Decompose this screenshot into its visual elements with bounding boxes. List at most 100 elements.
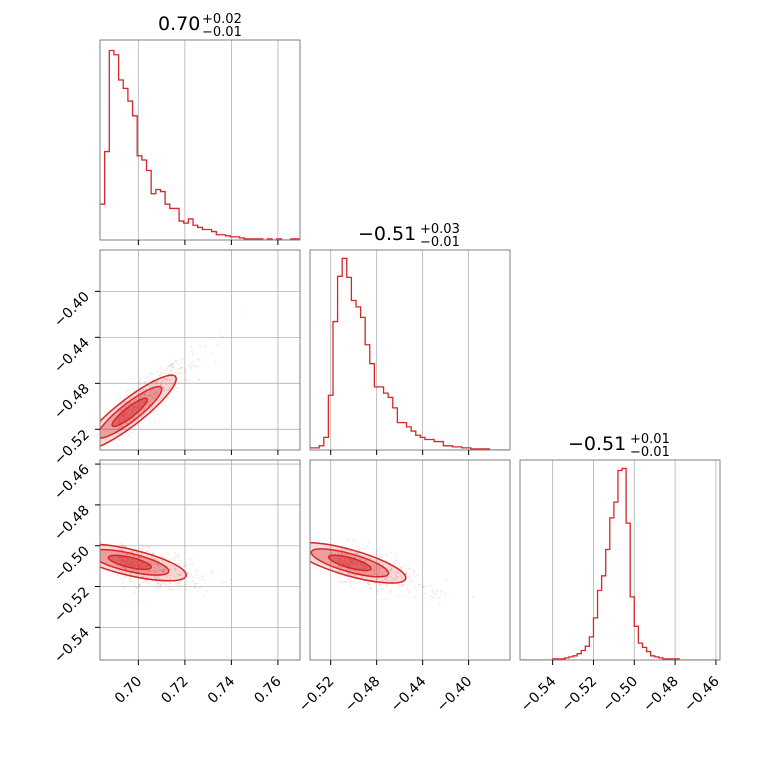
- scatter-point: [124, 405, 127, 408]
- scatter-point: [141, 575, 144, 578]
- scatter-point: [377, 566, 380, 569]
- x-tick-label: −0.46: [681, 673, 723, 715]
- scatter-point: [149, 569, 152, 572]
- scatter-point: [121, 576, 124, 579]
- scatter-point: [152, 569, 155, 572]
- scatter-point: [161, 386, 164, 389]
- scatter-point: [152, 383, 155, 386]
- scatter-point: [140, 383, 142, 386]
- scatter-point: [349, 581, 352, 584]
- scatter-point: [358, 548, 361, 550]
- scatter-point: [150, 394, 153, 397]
- scatter-point: [143, 408, 146, 410]
- scatter-point: [177, 563, 180, 565]
- scatter-point: [386, 554, 389, 557]
- scatter-point: [174, 570, 177, 572]
- scatter-point: [144, 381, 147, 384]
- scatter-point: [157, 563, 160, 566]
- density-contour: [107, 554, 152, 571]
- scatter-point: [418, 584, 421, 586]
- scatter-point: [132, 377, 135, 380]
- scatter-point: [368, 556, 371, 559]
- scatter-point: [345, 539, 348, 542]
- scatter-point: [337, 569, 340, 572]
- scatter-point: [201, 575, 204, 578]
- histogram-bar: [434, 442, 439, 450]
- scatter-point: [373, 569, 376, 571]
- scatter-point: [121, 552, 124, 555]
- scatter-point: [169, 578, 172, 581]
- scatter-point: [170, 564, 172, 567]
- scatter-point: [374, 572, 377, 575]
- scatter-point: [167, 387, 170, 390]
- histogram-bar: [411, 431, 416, 450]
- scatter-point: [351, 538, 354, 541]
- scatter-point: [436, 590, 438, 592]
- scatter-point: [143, 393, 146, 396]
- scatter-point: [124, 567, 127, 570]
- scatter-point: [145, 375, 148, 378]
- histogram-bar: [384, 393, 389, 450]
- scatter-point: [188, 379, 191, 382]
- scatter-point: [349, 580, 352, 583]
- scatter-point: [164, 562, 167, 565]
- y-tick-label: −0.54: [51, 625, 93, 667]
- scatter-point: [358, 571, 361, 574]
- scatter-point: [149, 373, 151, 375]
- scatter-point: [396, 575, 399, 578]
- scatter-point: [147, 403, 150, 406]
- scatter-point: [148, 394, 151, 396]
- panel-p2-vs-p1: −0.40−0.44−0.48−0.52: [51, 249, 301, 468]
- scatter-point: [154, 388, 157, 391]
- y-tick-label: −0.44: [51, 335, 93, 377]
- scatter-point: [136, 552, 139, 554]
- scatter-point: [373, 566, 376, 569]
- scatter-point: [170, 381, 172, 384]
- scatter-point: [369, 587, 372, 589]
- scatter-point: [166, 396, 169, 399]
- scatter-point: [142, 388, 145, 391]
- scatter-point: [133, 583, 136, 585]
- x-tick-label: 0.76: [251, 673, 284, 706]
- histogram-bar: [165, 204, 170, 240]
- scatter-point: [137, 556, 140, 559]
- scatter-point: [150, 397, 153, 400]
- scatter-point: [162, 385, 165, 388]
- scatter-point: [188, 363, 191, 366]
- scatter-point: [131, 569, 134, 572]
- scatter-point: [157, 399, 159, 402]
- histogram-bar: [202, 229, 207, 240]
- scatter-point: [151, 397, 154, 400]
- scatter-point: [139, 378, 142, 381]
- scatter-point: [190, 346, 193, 348]
- scatter-point: [396, 559, 399, 562]
- scatter-point: [124, 572, 127, 574]
- scatter-point: [144, 569, 147, 572]
- scatter-point: [161, 560, 164, 562]
- scatter-point: [141, 416, 144, 418]
- scatter-point: [145, 579, 148, 582]
- scatter-point: [138, 570, 141, 573]
- scatter-point: [125, 427, 127, 430]
- scatter-point: [168, 386, 171, 389]
- scatter-point: [149, 561, 151, 563]
- scatter-point: [340, 552, 343, 555]
- scatter-point: [151, 563, 154, 566]
- scatter-point: [149, 569, 151, 572]
- panel-p3-vs-p1: 0.70 0.72 0.74 0.76 −0.46−0.48−0.50−0.52−0.5…: [51, 459, 301, 707]
- scatter-point: [156, 370, 159, 373]
- histogram-bar: [147, 171, 152, 240]
- scatter-point: [139, 390, 142, 393]
- histogram-step: [520, 467, 720, 660]
- scatter-point: [397, 595, 399, 598]
- scatter-point: [194, 585, 197, 588]
- scatter-point: [384, 577, 387, 580]
- scatter-point: [182, 571, 185, 574]
- scatter-point: [147, 546, 150, 549]
- title-p2-sup: +0.03: [420, 222, 460, 237]
- scatter-point: [163, 568, 166, 571]
- scatter-point: [138, 381, 141, 383]
- scatter-point: [371, 564, 374, 566]
- scatter-point: [117, 438, 120, 440]
- scatter-point: [147, 401, 150, 404]
